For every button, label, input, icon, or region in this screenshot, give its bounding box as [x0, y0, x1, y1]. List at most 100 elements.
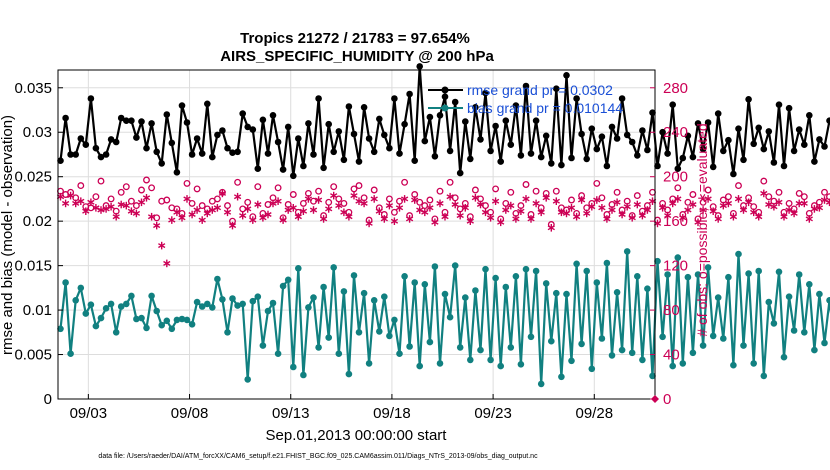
obs-possible-point [274, 184, 282, 192]
obs-possible-point [735, 182, 742, 190]
rmse-point [112, 138, 120, 146]
rmse-point [649, 109, 656, 116]
obs-evaluated-point [744, 198, 753, 207]
obs-evaluated-point [562, 209, 571, 218]
obs-possible-point [127, 197, 135, 205]
x-tick-label: 09/23 [474, 405, 512, 422]
y-tick-label-right: 0 [663, 391, 671, 408]
bias-point [305, 304, 312, 311]
obs-evaluated-point [497, 218, 505, 227]
bias-point [133, 315, 140, 323]
rmse-point [689, 153, 697, 161]
bias-point [431, 263, 439, 270]
bias-point [77, 284, 85, 292]
obs-evaluated-point [547, 224, 555, 232]
bias-point [694, 271, 702, 278]
obs-possible-point [593, 179, 601, 187]
obs-evaluated-point [264, 210, 272, 219]
rmse-point [664, 150, 671, 157]
bias-point [198, 303, 206, 310]
obs-evaluated-point [244, 205, 252, 213]
obs-possible-point [122, 183, 130, 191]
obs-evaluated-point [147, 212, 156, 221]
rmse-point [578, 130, 585, 138]
rmse-point [745, 96, 752, 103]
rmse-point [806, 112, 813, 119]
bias-point [553, 289, 560, 297]
y-tick-label-right: 40 [663, 347, 680, 364]
bias-point [548, 337, 555, 345]
legend-bias-marker [441, 104, 449, 112]
obs-evaluated-point [411, 196, 419, 204]
obs-evaluated-point [491, 197, 500, 205]
obs-possible-point [143, 176, 150, 184]
rmse-point [57, 157, 64, 164]
bias-point [801, 329, 808, 336]
bias-point [684, 273, 692, 281]
bias-point [573, 260, 580, 268]
obs-evaluated-point [572, 212, 581, 221]
bias-point [128, 292, 135, 300]
plot-area [58, 70, 655, 399]
obs-evaluated-point [638, 211, 646, 220]
obs-evaluated-point [588, 202, 596, 211]
obs-evaluated-point [400, 195, 409, 203]
rmse-point [699, 145, 707, 153]
bias-point [92, 322, 100, 330]
rmse-point [274, 138, 282, 146]
rmse-point [634, 152, 641, 159]
rmse-point [532, 117, 540, 124]
obs-evaluated-point [183, 195, 191, 203]
obs-evaluated-point [775, 198, 783, 207]
obs-evaluated-point [729, 212, 738, 221]
obs-evaluated-point [456, 211, 464, 220]
obs-evaluated-point [461, 204, 469, 212]
rmse-point [821, 143, 828, 150]
rmse-point [502, 117, 510, 124]
bias-point [239, 300, 246, 308]
rmse-point [128, 117, 135, 124]
rmse-point [659, 128, 666, 136]
bias-point [583, 267, 590, 275]
obs-evaluated-point [532, 199, 540, 208]
y-tick-label-left: 0.005 [14, 347, 52, 364]
obs-evaluated-point [142, 194, 151, 202]
obs-evaluated-point [132, 209, 141, 218]
rmse-point [224, 144, 231, 152]
bias-point [659, 333, 666, 341]
bias-point [284, 276, 292, 284]
obs-possible-point [821, 188, 828, 196]
rmse-point [239, 110, 246, 117]
obs-evaluated-point [471, 194, 480, 202]
obs-possible-point [132, 202, 140, 210]
rmse-point [143, 144, 150, 152]
rmse-point [376, 115, 383, 123]
obs-possible-point [183, 179, 191, 187]
obs-evaluated-point [512, 215, 520, 223]
y-tick-label-right: 200 [663, 169, 688, 186]
obs-evaluated-point [188, 210, 196, 219]
obs-possible-point [193, 185, 201, 193]
obs-possible-point [633, 192, 641, 200]
obs-evaluated-point [800, 199, 808, 208]
obs-evaluated-point [664, 211, 672, 220]
bias-point [623, 248, 631, 255]
obs-possible-point [330, 183, 338, 191]
x-tick-label: 09/13 [272, 405, 310, 422]
rmse-point [416, 63, 424, 70]
bias-point [689, 349, 697, 357]
bias-point [441, 290, 449, 298]
rmse-point [284, 123, 292, 131]
obs-possible-point [446, 178, 454, 186]
obs-possible-point [315, 187, 323, 195]
obs-possible-point [350, 185, 358, 193]
rmse-point [684, 132, 692, 140]
bias-point [219, 296, 226, 303]
rmse-point [694, 120, 702, 127]
bias-point [67, 350, 74, 358]
obs-evaluated-point [552, 197, 560, 205]
obs-evaluated-point [451, 200, 459, 209]
rmse-point [740, 156, 747, 164]
obs-evaluated-point [87, 198, 95, 207]
obs-evaluated-point [527, 215, 535, 223]
